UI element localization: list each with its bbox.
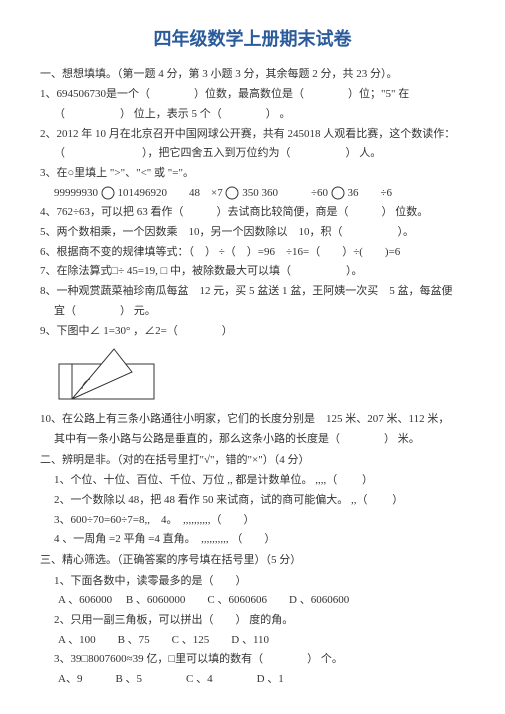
page-title: 四年级数学上册期末试卷 [40,24,465,55]
q8-line1: 8、一种观赏蔬菜袖珍南瓜每盆 12 元，买 5 盆送 1 盆，王阿姨一次买 5 … [40,282,465,301]
q3-part3: 350 360 ÷60 [242,187,328,199]
s2q4: 4 、一周角 =2 平角 =4 直角。 ,,,,,,,,,, （ ） [40,530,465,549]
s2q1: 1、个位、十位、百位、千位、万位 ,, 都是计数单位。 ,,,,（ ） [40,471,465,490]
q10-line2: 其中有一条小路与公路是垂直的，那么这条小路的长度是（ ） 米。 [40,430,465,449]
compare-circle-icon [225,186,239,200]
s2q3: 3、600÷70=60÷7=8,, 4。 ,,,,,,,,,,（ ） [40,511,465,530]
s3q1: 1、下面各数中，读零最多的是（ ） [40,572,465,591]
s3q2-choices: A 、100 B 、75 C 、125 D 、110 [40,631,465,650]
q7: 7、在除法算式□÷ 45=19, □ 中，被除数最大可以填（ ）。 [40,262,465,281]
compare-circle-icon [331,186,345,200]
q3-part4: 36 ÷6 [348,187,393,199]
q9: 9、下图中∠ 1=30° ，∠2=（ ） [40,322,465,341]
q3-line2: 99999930 101496920 48 ×7 350 360 ÷60 36 … [40,184,465,203]
q3-part1: 99999930 [54,187,98,199]
q1-line1: 1、694506730是一个（ ）位数，最高数位是（ ）位；"5" 在 [40,85,465,104]
q2-line2: （ ），把它四舍五入到万位约为（ ） 人。 [40,144,465,163]
section3-head: 三、精心筛选。（正确答案的序号填在括号里）（5 分） [40,551,465,570]
s3q2: 2、只用一副三角板，可以拼出（ ） 度的角。 [40,611,465,630]
q1-line2: （ ） 位上，表示 5 个（ ） 。 [40,105,465,124]
q8-line2: 宜（ ） 元。 [40,302,465,321]
section1-head: 一、想想填填。（第一题 4 分，第 3 小题 3 分，其余每题 2 分，共 23… [40,65,465,84]
angle-diagram [40,344,465,404]
q6: 6、根据商不变的规律填等式：（ ） ÷（ ）=96 ÷16=（ ）÷( )=6 [40,243,465,262]
section2-head: 二、辨明是非。（对的在括号里打"√"，错的"×"）（4 分） [40,451,465,470]
compare-circle-icon [101,186,115,200]
q3-line1: 3、在○里填上 ">"、"<" 或 "="。 [40,164,465,183]
s3q3: 3、39□8007600≈39 亿，□里可以填的数有（ ） 个。 [40,650,465,669]
s3q3-choices: A、9 B 、5 C 、4 D 、1 [40,670,465,689]
q2-line1: 2、2012 年 10 月在北京召开中国网球公开赛，共有 245018 人观看比… [40,125,465,144]
s2q2: 2、一个数除以 48，把 48 看作 50 来试商，试的商可能偏大。 ,,（ ） [40,491,465,510]
s3q1-choices: A 、606000 B 、6060000 C 、6060606 D 、60606… [40,591,465,610]
q5: 5、两个数相乘，一个因数乘 10，另一个因数除以 10，积（ ）。 [40,223,465,242]
q4: 4、762÷63，可以把 63 看作（ ）去试商比较简便，商是（ ） 位数。 [40,203,465,222]
q10-line1: 10、在公路上有三条小路通往小明家，它们的长度分别是 125 米、207 米、1… [40,410,465,429]
q3-part2: 101496920 48 ×7 [118,187,223,199]
